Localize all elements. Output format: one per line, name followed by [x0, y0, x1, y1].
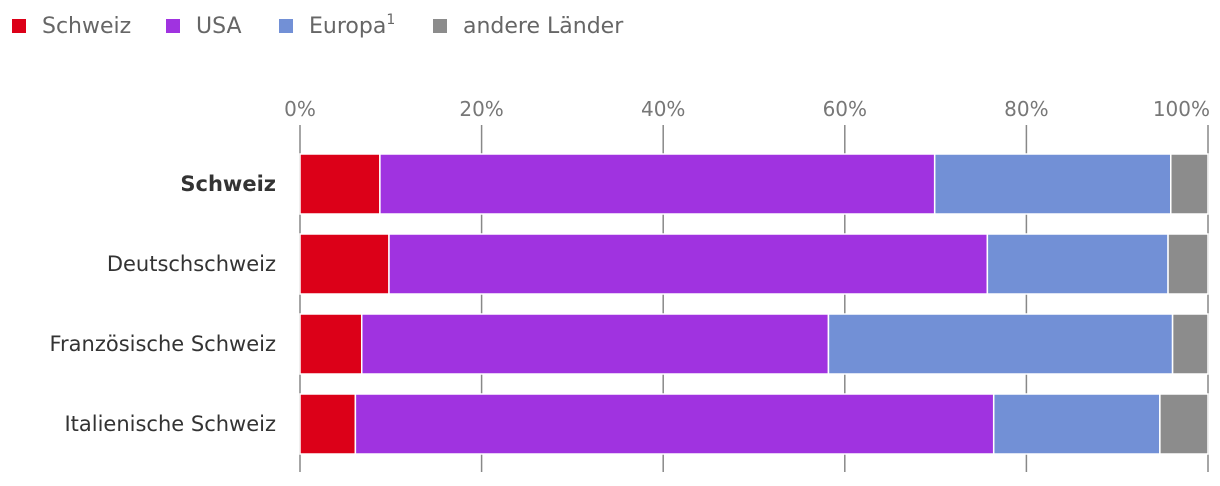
tick-label-2: 40%	[641, 97, 685, 121]
bar-0-3	[1170, 153, 1209, 215]
legend-swatch-3	[433, 19, 447, 33]
tick-label-1: 20%	[459, 97, 503, 121]
legend-swatch-0	[12, 19, 26, 33]
y-axis-categories: Schweiz Deutschschweiz Französische Schwei…	[49, 172, 276, 436]
bar-2-0	[299, 313, 363, 375]
category-label-1: Deutschschweiz	[107, 252, 276, 276]
bar-3-3	[1159, 393, 1209, 455]
bar-3-1	[354, 393, 995, 455]
tick-label-5: 100%	[1153, 97, 1210, 121]
bar-0-1	[379, 153, 936, 215]
bar-1-2	[986, 233, 1169, 295]
legend-label-2: Europa1	[309, 12, 395, 39]
tick-label-4: 80%	[1004, 97, 1048, 121]
legend-label-3: andere Länder	[463, 14, 624, 39]
legend-swatch-2	[279, 19, 293, 33]
bar-1-1	[388, 233, 989, 295]
legend-label-0: Schweiz	[42, 14, 131, 39]
legend: Schweiz USA Europa1 andere Länder	[12, 12, 624, 39]
bar-1-3	[1167, 233, 1209, 295]
category-label-3: Italienische Schweiz	[64, 412, 276, 436]
bars	[299, 153, 1209, 455]
bar-2-2	[827, 313, 1174, 375]
bar-0-2	[933, 153, 1172, 215]
bar-0-0	[299, 153, 381, 215]
tick-label-0: 0%	[284, 97, 316, 121]
legend-swatch-1	[166, 19, 180, 33]
legend-footnote-mark: 1	[386, 12, 395, 28]
bar-2-3	[1171, 313, 1209, 375]
bar-2-1	[360, 313, 830, 375]
category-label-0: Schweiz	[180, 172, 276, 196]
tick-label-3: 60%	[823, 97, 867, 121]
x-axis-ticks: 0% 20% 40% 60% 80% 100%	[284, 97, 1210, 121]
category-label-2: Französische Schweiz	[49, 332, 276, 356]
bar-3-2	[992, 393, 1161, 455]
legend-label-1: USA	[196, 14, 242, 39]
bar-3-0	[299, 393, 357, 455]
bar-1-0	[299, 233, 390, 295]
